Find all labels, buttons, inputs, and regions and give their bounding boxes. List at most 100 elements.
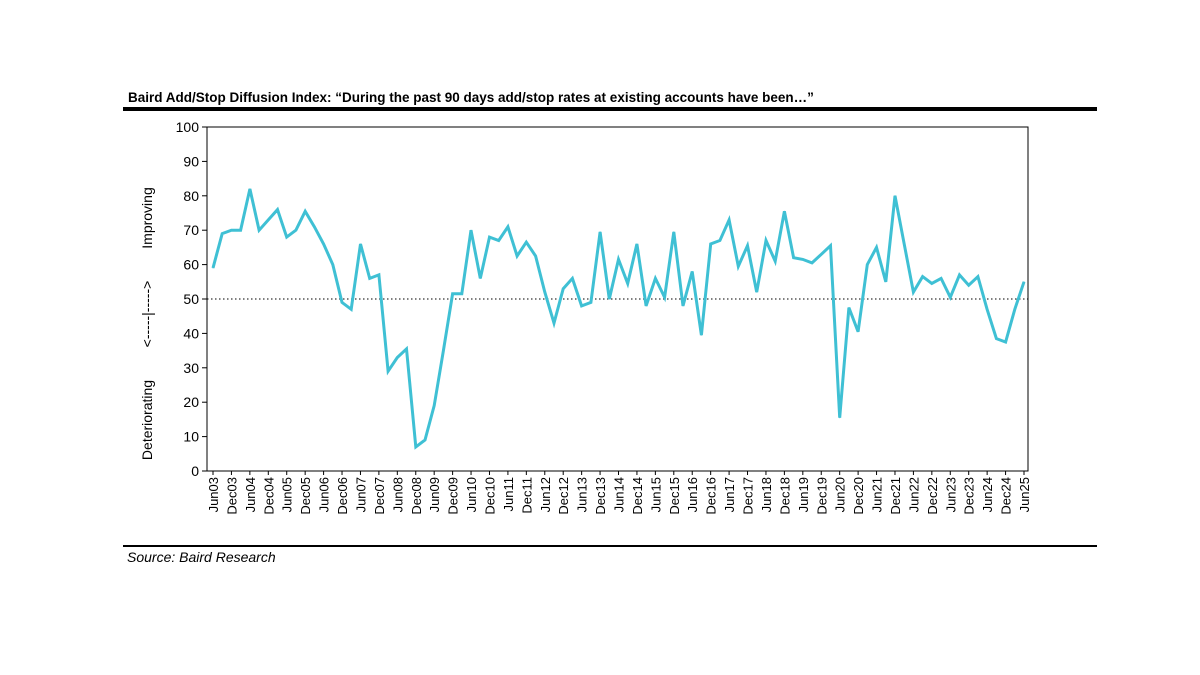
x-tick-label: Jun04 [243, 477, 258, 512]
x-tick-label: Jun22 [906, 477, 921, 512]
data-point [618, 258, 619, 260]
data-point [295, 229, 297, 231]
data-point [885, 281, 887, 283]
data-point [1014, 308, 1016, 310]
data-point [267, 219, 269, 221]
data-point [304, 210, 306, 212]
x-tick-label: Jun13 [575, 477, 590, 512]
data-point [866, 264, 868, 266]
data-point [433, 405, 435, 407]
y-tick-label: 0 [191, 463, 199, 479]
data-point [507, 226, 509, 228]
data-point [977, 276, 979, 278]
data-point [783, 210, 785, 212]
x-tick-label: Jun06 [317, 477, 332, 512]
data-point [369, 277, 371, 279]
x-tick-label: Jun25 [1017, 477, 1032, 512]
data-point [553, 322, 555, 324]
data-point [756, 291, 758, 293]
data-point [525, 241, 527, 243]
y-tick-label: 20 [183, 394, 199, 410]
x-tick-label: Dec05 [298, 477, 313, 515]
x-tick-label: Dec20 [851, 477, 866, 515]
data-point [719, 240, 721, 241]
y-tick-label: 30 [183, 360, 199, 376]
data-point [903, 243, 905, 245]
x-tick-label: Dec23 [962, 477, 977, 515]
data-point [452, 293, 454, 295]
series-line [211, 188, 1026, 450]
data-point [627, 283, 629, 284]
data-point [415, 446, 417, 448]
data-point [544, 291, 546, 293]
y-tick-label: 40 [183, 325, 199, 341]
data-point [995, 338, 997, 340]
plot-frame [206, 126, 1029, 472]
data-point [664, 296, 666, 298]
y-label-deteriorating: Deteriorating [139, 380, 155, 460]
data-point [378, 274, 380, 276]
data-point [700, 334, 702, 336]
data-point [590, 301, 592, 303]
data-point [424, 439, 426, 441]
data-point [811, 262, 813, 264]
x-tick-label: Jun12 [538, 477, 553, 512]
data-point [765, 240, 767, 241]
x-tick-label: Jun16 [685, 477, 700, 512]
data-point [341, 301, 343, 303]
y-tick-label: 50 [183, 291, 199, 307]
title-rule [123, 107, 1097, 111]
x-tick-label: Dec04 [261, 477, 276, 515]
data-point [608, 298, 610, 300]
data-point [894, 195, 896, 197]
series-layer [211, 188, 1026, 450]
data-point [277, 209, 278, 211]
x-tick-label: Jun11 [501, 477, 516, 511]
y-tick-label: 60 [183, 257, 199, 273]
data-point [581, 305, 583, 307]
x-tick-label: Dec22 [925, 477, 940, 515]
y-tick-label: 70 [183, 222, 199, 238]
x-tick-label: Jun09 [427, 477, 442, 512]
y-label-arrow: <-----|-----> [139, 281, 155, 348]
data-point [673, 231, 675, 233]
data-point [470, 229, 472, 231]
y-tick-label: 100 [176, 119, 200, 135]
x-tick-label: Jun24 [980, 477, 995, 512]
x-tick-label: Jun03 [206, 477, 221, 512]
data-point [323, 243, 325, 245]
data-point [857, 331, 859, 333]
data-point [747, 245, 748, 247]
data-point [516, 255, 518, 257]
data-point [498, 240, 500, 241]
data-point [387, 370, 389, 372]
x-tick-label: Dec03 [224, 477, 239, 515]
data-point [1005, 341, 1007, 343]
data-point [820, 253, 822, 255]
x-tick-label: Dec09 [446, 477, 461, 515]
x-tick-label: Jun07 [353, 477, 368, 512]
data-point [562, 288, 564, 290]
data-point [710, 243, 712, 245]
data-point [839, 417, 841, 419]
x-tick-label: Dec18 [777, 477, 792, 515]
data-point [212, 267, 214, 269]
data-point [406, 348, 407, 350]
data-point [876, 246, 877, 248]
x-tick-label: Dec10 [482, 477, 497, 515]
data-point [442, 350, 444, 352]
data-point [949, 296, 951, 298]
data-point [986, 308, 988, 310]
data-point [848, 307, 850, 309]
data-point [959, 274, 960, 276]
data-point [286, 236, 288, 238]
data-point [332, 264, 334, 266]
x-tick-label: Dec14 [630, 477, 645, 515]
data-point [968, 284, 970, 286]
source-rule [123, 545, 1097, 547]
y-tick-label: 90 [183, 153, 199, 169]
data-point [931, 283, 933, 284]
x-tick-label: Jun05 [280, 477, 295, 512]
data-point [360, 243, 361, 245]
data-point [258, 229, 260, 231]
